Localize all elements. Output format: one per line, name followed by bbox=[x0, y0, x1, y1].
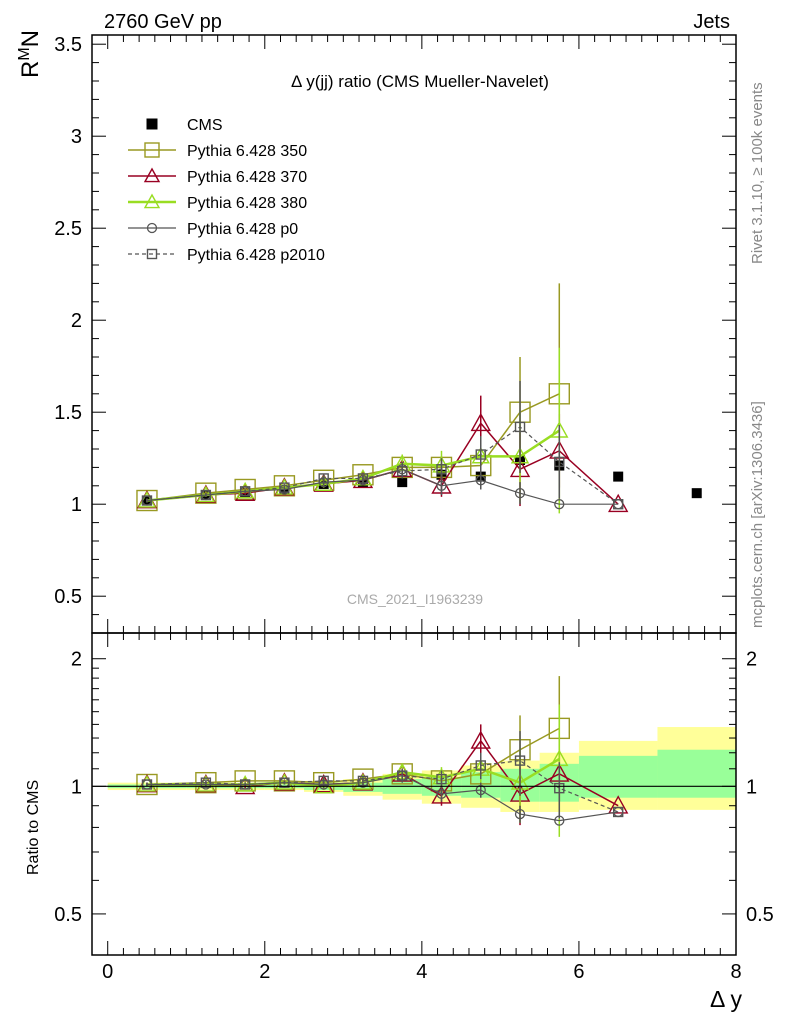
x-tick-label: 4 bbox=[416, 961, 427, 983]
band-inner-bin bbox=[657, 749, 736, 798]
y-tick-label: 0.5 bbox=[54, 586, 82, 608]
x-tick-label: 0 bbox=[102, 961, 113, 983]
data-point bbox=[273, 770, 296, 792]
data-point bbox=[239, 779, 251, 790]
legend-label: Pythia 6.428 370 bbox=[187, 169, 307, 186]
data-point bbox=[279, 482, 290, 493]
x-tick-label: 6 bbox=[573, 961, 584, 983]
axes: 0 2 4 6 8 0.5 1 1.5 2 2.5 3 3.5 0.5 0.5 1 1 2 2 bbox=[54, 34, 774, 983]
data-point bbox=[613, 471, 624, 482]
data-point bbox=[554, 499, 565, 510]
y-tick-label: 1 bbox=[71, 494, 82, 516]
legend-marker bbox=[143, 193, 161, 209]
legend: CMS Pythia 6.428 350 Pythia 6.428 370 Pythi… bbox=[128, 117, 325, 264]
ratio-panel-series bbox=[136, 676, 629, 837]
legend-label: Pythia 6.428 350 bbox=[187, 143, 307, 160]
data-point bbox=[475, 449, 486, 460]
ratio-y-tick-label: 2 bbox=[71, 649, 82, 671]
y-tick-label: 2 bbox=[71, 310, 82, 332]
rivet-side-label: Rivet 3.1.10, ≥ 100k events bbox=[749, 82, 766, 264]
data-point bbox=[436, 480, 447, 491]
watermark-label: CMS_2021_I1963239 bbox=[347, 591, 483, 607]
data-point bbox=[691, 488, 702, 499]
data-point bbox=[397, 477, 408, 488]
data-point bbox=[318, 775, 329, 787]
data-point bbox=[357, 775, 369, 787]
data-point bbox=[318, 473, 329, 484]
data-point bbox=[514, 488, 526, 499]
series-line bbox=[146, 426, 619, 505]
ratio-frame bbox=[91, 632, 737, 956]
data-point bbox=[436, 464, 447, 475]
series-p350 bbox=[136, 283, 570, 512]
header-left-label: 2760 GeV pp bbox=[104, 11, 222, 33]
y-tick-label: 2.5 bbox=[54, 218, 82, 240]
series-p2010 bbox=[141, 731, 624, 819]
ratio-y-tick-label-right: 2 bbox=[746, 649, 757, 671]
legend-marker bbox=[146, 118, 158, 130]
data-point bbox=[612, 806, 624, 818]
data-point bbox=[514, 755, 526, 766]
data-point bbox=[436, 773, 447, 785]
data-point bbox=[239, 486, 251, 497]
ratio-y-tick-label-right: 0.5 bbox=[746, 904, 774, 926]
data-point bbox=[475, 475, 486, 486]
data-point bbox=[470, 730, 491, 749]
data-point bbox=[195, 771, 217, 794]
y-tick-label: 3.5 bbox=[54, 34, 82, 56]
data-point bbox=[397, 465, 408, 477]
data-point bbox=[470, 412, 491, 432]
legend-marker bbox=[146, 248, 158, 260]
data-point bbox=[475, 760, 486, 771]
data-point bbox=[357, 473, 369, 484]
series-cms bbox=[141, 455, 702, 506]
legend-marker bbox=[144, 142, 160, 158]
legend-marker bbox=[143, 167, 161, 183]
ratio-y-tick-label-right: 1 bbox=[746, 776, 757, 798]
y-tick-label: 3 bbox=[71, 126, 82, 148]
series-line bbox=[146, 759, 619, 813]
ratio-y-tick-label: 0.5 bbox=[54, 904, 82, 926]
data-point bbox=[200, 777, 212, 788]
x-tick-label: 2 bbox=[259, 961, 270, 983]
series-p2010 bbox=[141, 380, 624, 510]
main-panel-series bbox=[136, 283, 702, 514]
series-line bbox=[146, 468, 619, 505]
data-point bbox=[397, 770, 408, 781]
data-point bbox=[514, 421, 526, 433]
ratio-y-tick-label: 1 bbox=[71, 776, 82, 798]
series-p380 bbox=[137, 347, 569, 514]
y-tick-label: 1.5 bbox=[54, 402, 82, 424]
mcplots-side-label: mcplots.cern.ch [arXiv:1306.3436] bbox=[749, 401, 766, 628]
data-point bbox=[475, 784, 486, 796]
legend-label: Pythia 6.428 380 bbox=[187, 195, 307, 212]
data-point bbox=[608, 795, 629, 814]
data-point bbox=[514, 808, 526, 820]
main-chart-title: Δ y(jj) ratio (CMS Mueller-Navelet) bbox=[291, 72, 549, 91]
main-ylabel: RMN bbox=[16, 30, 44, 78]
legend-label: Pythia 6.428 p0 bbox=[187, 221, 298, 238]
data-point bbox=[554, 456, 565, 468]
data-point bbox=[141, 779, 153, 790]
data-point bbox=[436, 788, 447, 799]
data-point bbox=[141, 495, 153, 506]
x-tick-label: 8 bbox=[730, 961, 741, 983]
ratio-uncertainty-band bbox=[107, 727, 736, 812]
xlabel: Δ y bbox=[710, 986, 742, 1012]
data-point bbox=[200, 489, 212, 501]
legend-marker bbox=[146, 222, 158, 234]
legend-label: CMS bbox=[187, 117, 223, 134]
ratio-ylabel: Ratio to CMS bbox=[25, 780, 42, 875]
data-point bbox=[612, 499, 624, 510]
header-right-label: Jets bbox=[693, 11, 730, 33]
data-point bbox=[554, 782, 565, 794]
legend-label: Pythia 6.428 p2010 bbox=[187, 247, 325, 264]
data-point bbox=[279, 777, 290, 788]
